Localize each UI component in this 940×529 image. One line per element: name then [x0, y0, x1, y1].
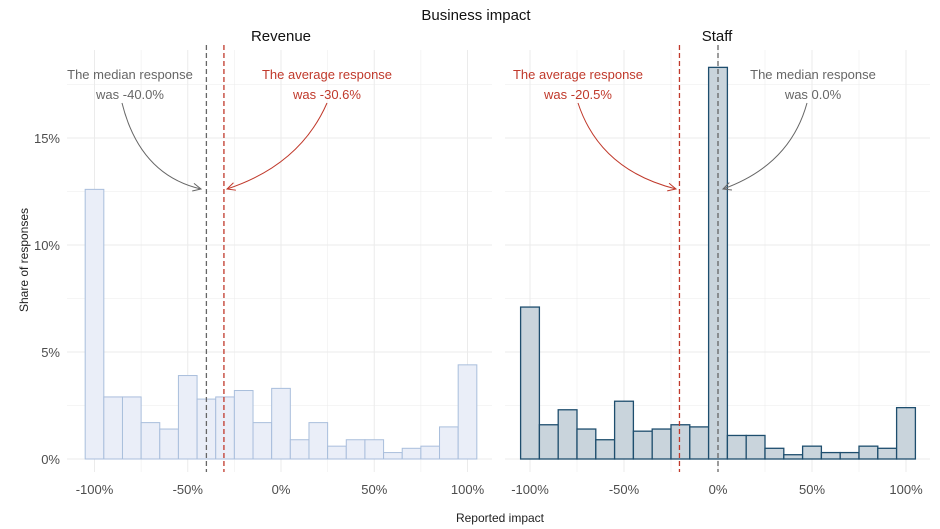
histogram-bar — [726, 434, 747, 460]
median-annotation-text: was -40.0% — [95, 87, 164, 102]
histogram-bar — [215, 396, 235, 460]
histogram-bar — [420, 445, 441, 460]
x-tick-label: 50% — [361, 482, 387, 497]
median-annotation-text: The median response — [750, 67, 876, 82]
median-annotation-arrowhead — [192, 182, 203, 192]
median-annotation-text: was 0.0% — [784, 87, 842, 102]
histogram-bar — [233, 390, 254, 460]
histogram-bar — [895, 406, 917, 460]
x-tick-label: 50% — [799, 482, 825, 497]
median-annotation-text: The median response — [67, 67, 193, 82]
histogram-bar — [651, 428, 672, 460]
histogram-bar — [613, 400, 635, 460]
average-annotation-text: The average response — [513, 67, 643, 82]
x-axis-label: Reported impact — [456, 511, 545, 525]
median-annotation-arrow — [722, 102, 808, 190]
x-tick-label: 100% — [889, 482, 923, 497]
histogram-bar — [764, 447, 785, 460]
average-annotation-arrow — [577, 102, 677, 190]
staff-panel: -100% -50% 0% 50% 100% The median response was… — [505, 45, 930, 497]
histogram-bar — [327, 445, 347, 460]
histogram-bar — [103, 396, 123, 460]
average-annotation-arrowhead — [667, 182, 678, 192]
histogram-bar — [538, 424, 559, 460]
histogram-bar — [308, 422, 329, 460]
histogram-bar — [177, 375, 198, 460]
histogram-bar — [121, 396, 142, 460]
histogram-bar — [595, 439, 616, 460]
histogram-bar — [801, 445, 823, 460]
histogram-bar — [364, 439, 385, 460]
histogram-bar — [557, 409, 578, 460]
histogram-bar — [140, 422, 161, 460]
median-annotation-arrowhead — [721, 182, 733, 191]
histogram-bar — [159, 428, 179, 460]
x-tick-label: -100% — [511, 482, 549, 497]
histogram-bar — [519, 306, 541, 460]
average-annotation-text: The average response — [262, 67, 392, 82]
x-tick-label: 0% — [709, 482, 728, 497]
x-tick-label: 0% — [272, 482, 291, 497]
panel-title-staff: Staff — [702, 28, 733, 45]
histogram-bar — [877, 447, 898, 460]
histogram-bar — [383, 452, 403, 460]
histogram-bar — [839, 451, 860, 460]
x-tick-label: -100% — [76, 482, 114, 497]
average-annotation-text: was -30.6% — [292, 87, 361, 102]
histogram-bar — [576, 428, 597, 460]
median-annotation-arrow — [121, 102, 202, 190]
panel-title-revenue: Revenue — [251, 28, 311, 45]
y-tick-label: 5% — [41, 345, 60, 360]
x-tick-label: 100% — [451, 482, 485, 497]
histogram-bar — [271, 387, 291, 460]
average-annotation-arrow — [226, 102, 328, 190]
x-tick-label: -50% — [609, 482, 640, 497]
histogram-bar — [745, 434, 766, 460]
histogram-bar — [84, 188, 105, 460]
histogram-bar — [689, 426, 710, 460]
average-annotation-text: was -20.5% — [543, 87, 612, 102]
histogram-bar — [252, 422, 273, 460]
histogram-bar — [858, 445, 879, 460]
histogram-bar — [457, 364, 478, 460]
histogram-bar — [345, 439, 366, 460]
y-axis-label: Share of responses — [17, 208, 31, 312]
histogram-bar — [783, 454, 804, 460]
y-tick-label: 10% — [34, 238, 60, 253]
histogram-bar — [401, 447, 422, 460]
histogram-bar — [820, 451, 841, 460]
revenue-panel: -100% -50% 0% 50% 100% 0% 5% 10% 15% The median r… — [34, 45, 492, 497]
histogram-bar — [670, 424, 691, 460]
average-annotation-arrowhead — [225, 182, 236, 191]
y-tick-label: 0% — [41, 452, 60, 467]
histogram-bar — [439, 426, 459, 460]
figure-title: Business impact — [421, 7, 531, 24]
histogram-bar — [289, 439, 310, 460]
x-tick-label: -50% — [173, 482, 204, 497]
y-tick-label: 15% — [34, 131, 60, 146]
histogram-bar — [632, 430, 653, 460]
